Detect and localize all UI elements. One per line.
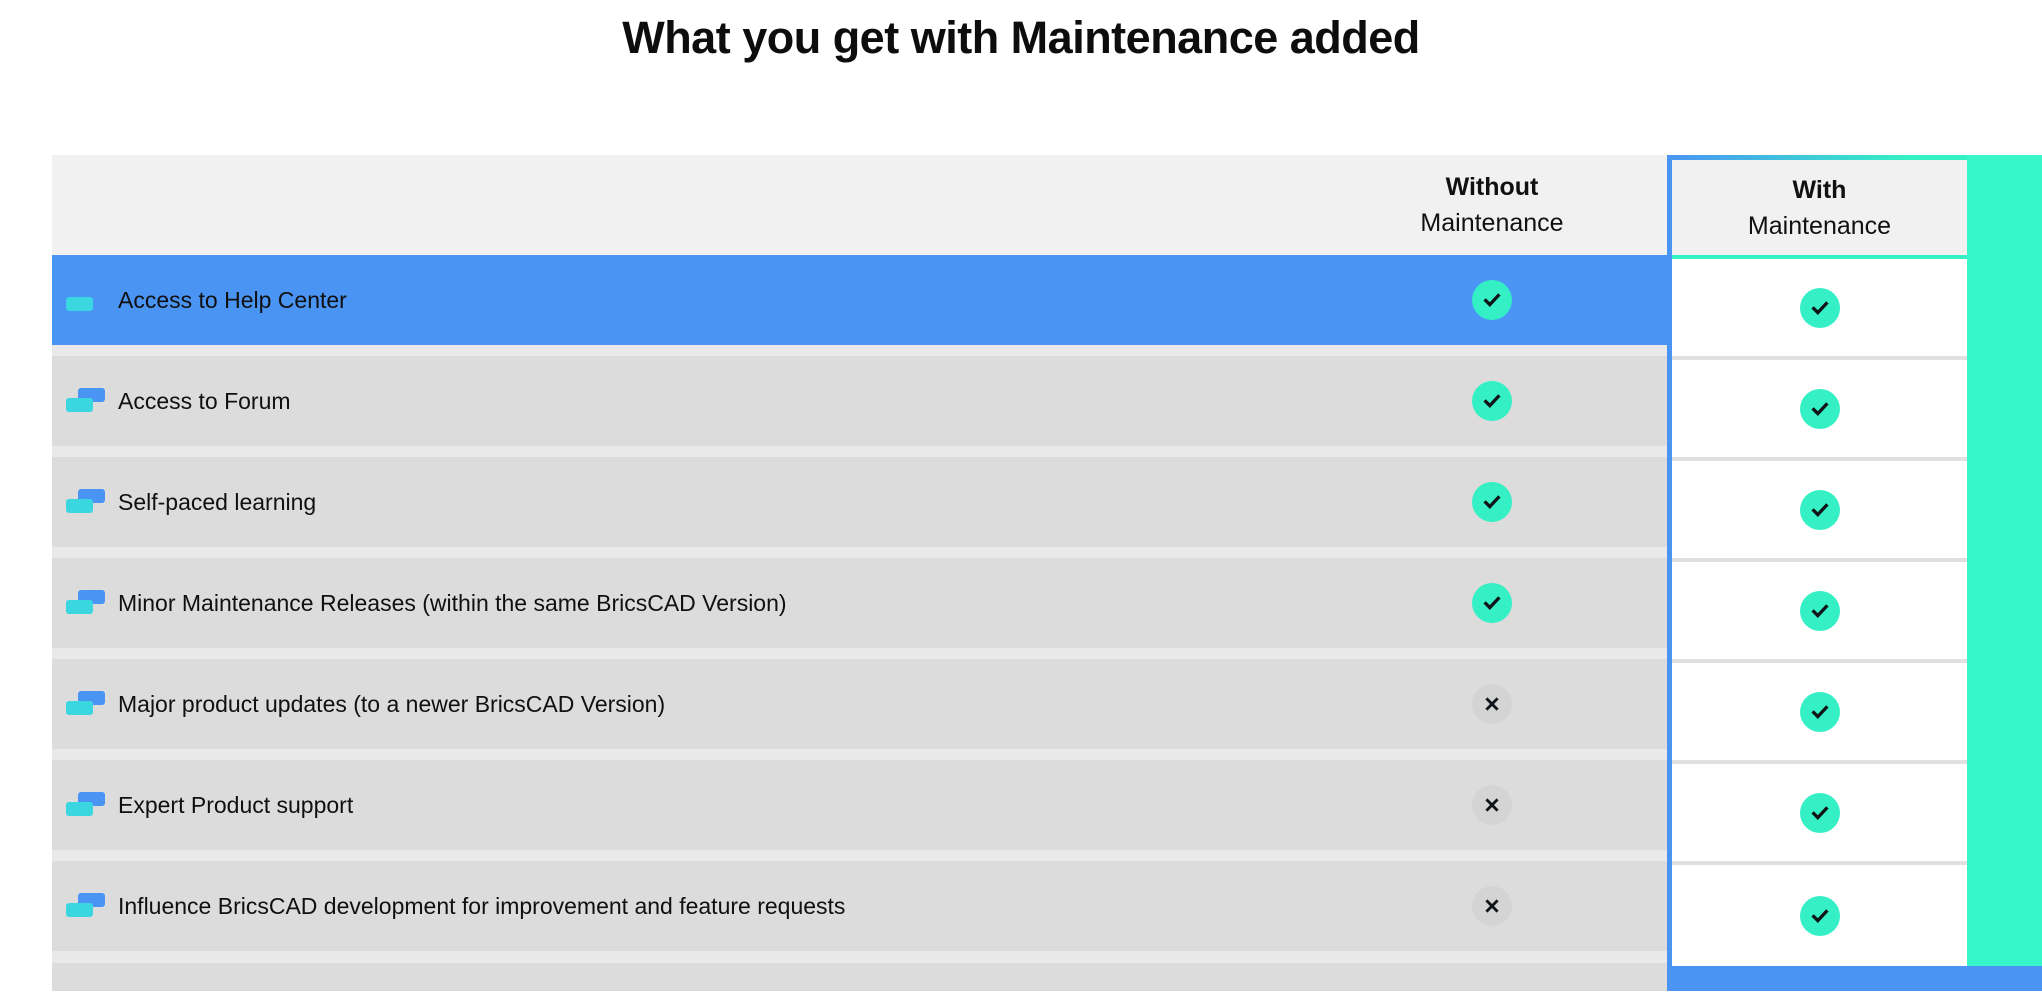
- with-header-line1: With: [1792, 175, 1847, 204]
- check-icon: [1472, 280, 1512, 320]
- with-cell: [1672, 259, 1967, 360]
- check-icon: [1472, 583, 1512, 623]
- cross-icon: [1472, 684, 1512, 724]
- without-header-line1: Without: [1445, 173, 1539, 201]
- feature-label: Minor Maintenance Releases (within the s…: [118, 589, 787, 616]
- check-icon: [1799, 895, 1840, 936]
- feature-row[interactable]: Major product updates (to a newer BricsC…: [52, 659, 1667, 749]
- feature-label: Access to Forum: [118, 387, 291, 414]
- column-header-without: Without Maintenance: [1322, 155, 1662, 255]
- with-cell: [1672, 764, 1967, 865]
- with-column-cells: [1672, 259, 1967, 966]
- feature-label: Influence BricsCAD development for impro…: [118, 892, 846, 919]
- with-cell: [1672, 865, 1967, 966]
- check-icon: [1799, 691, 1840, 732]
- check-icon: [1799, 792, 1840, 833]
- without-header-line2: Maintenance: [1420, 209, 1564, 237]
- feature-bullet-icon: [66, 286, 106, 314]
- feature-row[interactable]: Self-paced learning: [52, 457, 1667, 547]
- column-header-with: With Maintenance: [1672, 160, 1967, 259]
- with-header-line2: Maintenance: [1747, 211, 1892, 240]
- with-column-top-border: [1667, 155, 1967, 160]
- feature-row[interactable]: Access to Forum: [52, 356, 1667, 446]
- feature-bullet-icon: [66, 488, 106, 516]
- check-icon: [1799, 590, 1840, 631]
- with-cell: [1672, 360, 1967, 461]
- check-icon: [1799, 489, 1840, 530]
- feature-row[interactable]: Access to Help Center: [52, 255, 1667, 345]
- feature-label: Access to Help Center: [118, 286, 347, 313]
- with-maintenance-column: With Maintenance: [1667, 160, 1967, 966]
- feature-label: Expert Product support: [118, 791, 354, 818]
- cross-icon: [1472, 785, 1512, 825]
- blue-accent-bar: [1667, 966, 2042, 991]
- feature-bullet-icon: [66, 892, 106, 920]
- check-icon: [1472, 482, 1512, 522]
- feature-bullet-icon: [66, 690, 106, 718]
- page-title: What you get with Maintenance added: [622, 12, 1420, 63]
- check-icon: [1799, 287, 1840, 328]
- with-cell: [1672, 663, 1967, 764]
- table-header-left: Without Maintenance: [52, 155, 1667, 255]
- table-bottom-strip: [52, 963, 1667, 991]
- feature-bullet-icon: [66, 791, 106, 819]
- cross-icon: [1472, 886, 1512, 926]
- feature-row[interactable]: Expert Product support: [52, 760, 1667, 850]
- with-cell: [1672, 562, 1967, 663]
- feature-bullet-icon: [66, 589, 106, 617]
- with-cell: [1672, 461, 1967, 562]
- feature-label: Major product updates (to a newer BricsC…: [118, 690, 666, 717]
- check-icon: [1472, 381, 1512, 421]
- teal-accent-band: [1967, 155, 2042, 966]
- feature-label: Self-paced learning: [118, 488, 317, 515]
- feature-row[interactable]: Influence BricsCAD development for impro…: [52, 861, 1667, 951]
- check-icon: [1799, 388, 1840, 429]
- feature-row[interactable]: Minor Maintenance Releases (within the s…: [52, 558, 1667, 648]
- feature-bullet-icon: [66, 387, 106, 415]
